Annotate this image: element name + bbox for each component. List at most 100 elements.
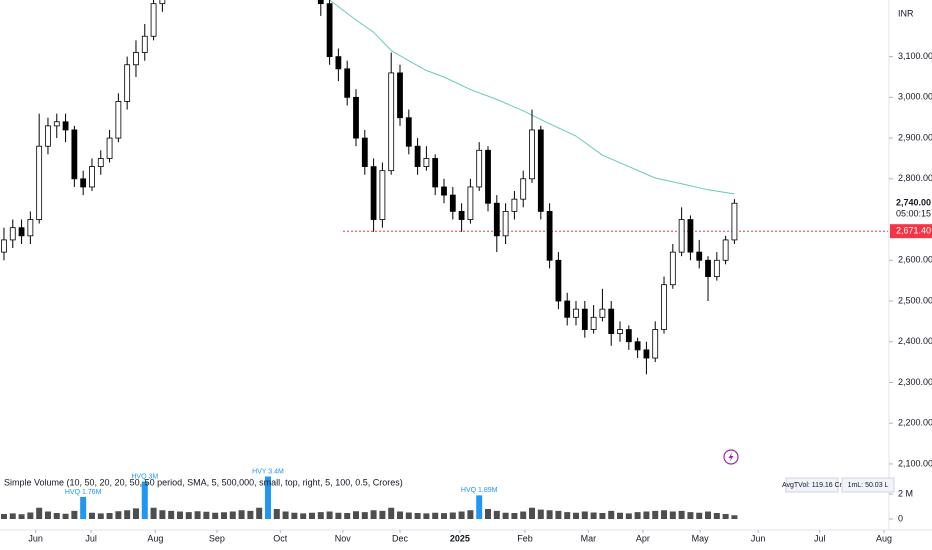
volume-bar bbox=[599, 513, 606, 519]
level-label-box bbox=[890, 224, 932, 239]
candle-body bbox=[370, 166, 377, 220]
candle-body bbox=[590, 316, 597, 330]
candle-body bbox=[669, 251, 676, 286]
volume-bar bbox=[97, 513, 104, 519]
candle-body bbox=[414, 145, 421, 167]
countdown: 05:00:15 bbox=[896, 209, 931, 219]
axes: 2,100.00 2,200.00 2,300.00 2,400.00 2,500.00… bbox=[28, 51, 932, 543]
volume-bar bbox=[115, 511, 122, 519]
x-tick-label: Jul bbox=[814, 533, 826, 543]
candle-body bbox=[317, 0, 324, 5]
candle-body bbox=[124, 64, 131, 102]
volume-bar bbox=[317, 512, 324, 519]
candle-body bbox=[115, 101, 122, 139]
candle-body bbox=[573, 308, 579, 318]
volume-bar bbox=[573, 512, 580, 519]
volume-bar bbox=[643, 511, 650, 519]
candle-body bbox=[599, 308, 606, 318]
stats-box bbox=[841, 477, 895, 493]
candle-body bbox=[80, 178, 87, 188]
y-tick-label: 2,500.00 bbox=[898, 295, 932, 305]
candle-body bbox=[326, 3, 333, 58]
candle-body bbox=[97, 158, 104, 167]
volume-bar bbox=[520, 511, 527, 519]
x-tick-label: 2025 bbox=[450, 533, 470, 543]
volume-bar bbox=[590, 512, 597, 519]
alert-bolt[interactable] bbox=[728, 452, 734, 462]
x-tick-label: Apr bbox=[636, 533, 650, 543]
volume-bar bbox=[396, 511, 403, 519]
candle-body bbox=[62, 121, 69, 131]
candle-body bbox=[106, 137, 113, 159]
candle-body bbox=[493, 202, 500, 237]
volume-bar bbox=[537, 509, 544, 519]
alert-icon[interactable] bbox=[723, 449, 739, 465]
volume-bar bbox=[18, 514, 25, 519]
volume-bar bbox=[485, 509, 492, 519]
x-tick-label: Jun bbox=[28, 533, 43, 543]
candle-body bbox=[449, 194, 456, 212]
x-tick-label: Feb bbox=[517, 533, 533, 543]
candle-body bbox=[335, 56, 342, 70]
level-label: 2,671.40 bbox=[896, 226, 931, 236]
sma-line bbox=[329, 0, 735, 195]
x-tick-label: Sep bbox=[209, 533, 225, 543]
candle-body bbox=[564, 300, 571, 318]
volume-bar bbox=[634, 512, 641, 519]
volume-bar bbox=[168, 510, 175, 519]
candle-body bbox=[625, 329, 632, 343]
volume-bar bbox=[326, 511, 333, 519]
volume-bar bbox=[713, 513, 720, 519]
volume-bar bbox=[502, 512, 509, 519]
volume-bar bbox=[203, 511, 210, 519]
price-pane bbox=[1, 0, 888, 375]
volume-bar bbox=[132, 508, 139, 519]
volume-bar bbox=[555, 510, 562, 519]
x-tick-label: May bbox=[692, 533, 710, 543]
volume-bar bbox=[414, 513, 421, 519]
candle-body bbox=[432, 158, 439, 188]
volume-bar bbox=[159, 510, 166, 519]
volume-bar bbox=[62, 513, 69, 519]
candle-body bbox=[71, 129, 78, 180]
volume-bar bbox=[53, 513, 60, 519]
candle-body bbox=[1, 239, 7, 253]
volume-bar bbox=[546, 510, 553, 519]
volume-bar bbox=[661, 510, 668, 519]
volume-bar bbox=[731, 515, 738, 519]
candle-body bbox=[617, 329, 623, 334]
volume-bar bbox=[71, 510, 78, 519]
y-tick-label: 2,900.00 bbox=[898, 132, 932, 142]
volume-bar bbox=[238, 510, 245, 519]
volume-pane: HVQ 1.76M HVQ 3M HVY 3.4M HVQ 1.89M bbox=[0, 468, 738, 519]
volume-bar bbox=[370, 510, 377, 519]
volume-bar bbox=[308, 512, 315, 519]
last-price: 2,740.00 bbox=[896, 198, 931, 208]
volume-bar bbox=[124, 510, 131, 519]
x-tick-label: Dec bbox=[392, 533, 409, 543]
y-tick-label: 3,000.00 bbox=[898, 92, 932, 102]
volume-bar bbox=[247, 510, 254, 519]
volume-tick-label: 2 M bbox=[898, 488, 913, 498]
indicator-legend: Simple Volume (10, 50, 20, 20, 50, 50 pe… bbox=[4, 477, 403, 487]
candle-body bbox=[555, 259, 562, 302]
volume-tick-label: 0 bbox=[898, 513, 903, 523]
candle-body bbox=[9, 227, 16, 241]
volume-bar bbox=[264, 476, 271, 519]
candle-body bbox=[643, 349, 650, 359]
volume-bar bbox=[608, 510, 615, 519]
candle-body bbox=[441, 186, 447, 196]
volume-bar bbox=[256, 507, 263, 519]
candle-body bbox=[520, 178, 527, 200]
volume-bar bbox=[194, 511, 201, 519]
volume-annotation: HVQ 1.89M bbox=[461, 487, 498, 494]
y-tick-label: 3,100.00 bbox=[898, 51, 932, 61]
candle-body bbox=[608, 308, 615, 334]
y-tick-label: 2,300.00 bbox=[898, 377, 932, 387]
candle-body bbox=[687, 219, 694, 253]
stats-text: AvgTVol: 119.16 Cr bbox=[782, 482, 843, 489]
x-tick-label: Jul bbox=[85, 533, 97, 543]
candle-body bbox=[546, 210, 553, 261]
volume-bar bbox=[581, 511, 588, 519]
candle-body bbox=[713, 259, 720, 277]
